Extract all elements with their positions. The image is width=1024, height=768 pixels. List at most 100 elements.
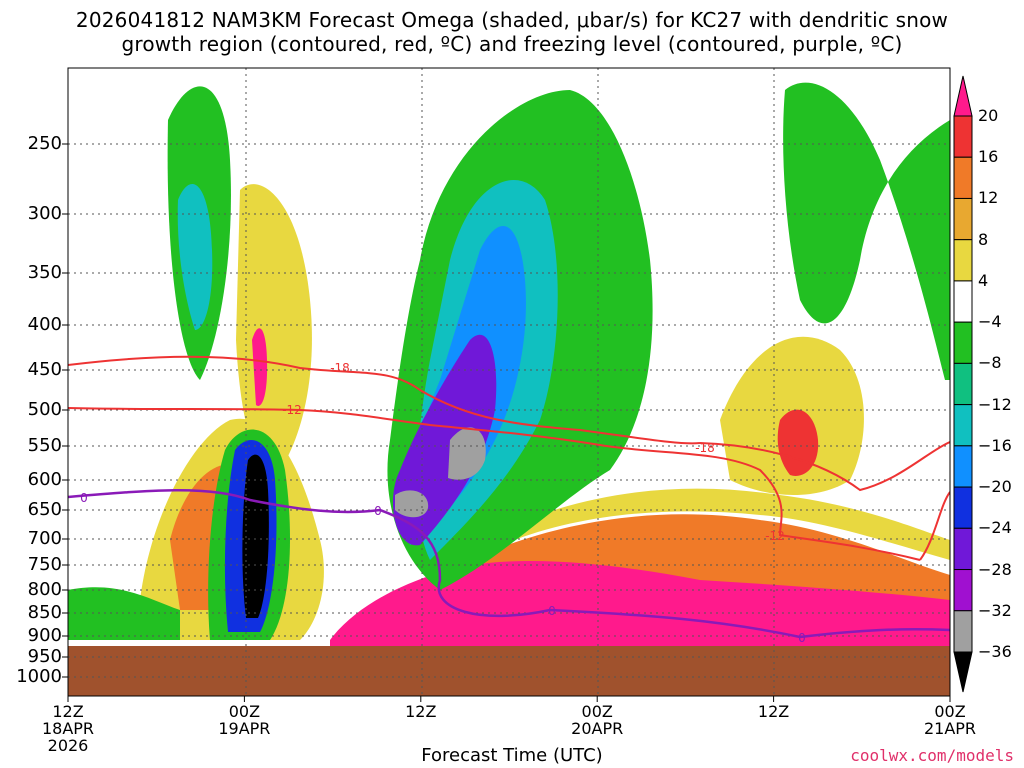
x-tick-label-line: 12Z — [405, 702, 437, 721]
colorbar-swatch — [953, 445, 973, 488]
x-tick-marks — [67, 696, 951, 702]
grid-lines — [68, 68, 950, 696]
freezing-label: 0 — [798, 631, 806, 645]
freezing-label: 0 — [374, 504, 382, 518]
x-tick-label: 12Z — [734, 703, 814, 737]
dgz-label: -18 — [330, 361, 350, 375]
x-tick-label: 00Z 19APR — [204, 703, 284, 737]
dgz-contours — [68, 355, 950, 561]
colorbar-label: −20 — [978, 477, 1012, 497]
colorbar-label: 12 — [978, 188, 999, 208]
freezing-label: 0 — [548, 604, 556, 618]
colorbar-swatch — [953, 197, 973, 241]
omega-region-teal-left — [177, 184, 213, 330]
omega-region-orange — [470, 514, 950, 600]
x-tick-label: 12Z — [381, 703, 461, 737]
colorbar-label: 20 — [978, 106, 999, 125]
colorbar-label: 8 — [978, 229, 989, 249]
colorbar-label: −8 — [978, 353, 1002, 373]
colorbar — [953, 75, 973, 693]
omega-region-green-low — [68, 587, 180, 640]
freezing-label: 0 — [80, 491, 88, 505]
x-tick-label-line: 12Z — [52, 702, 84, 721]
x-tick-label-line: 00Z — [581, 702, 613, 721]
colorbar-label: −36 — [978, 642, 1012, 661]
omega-region-red-streak — [252, 328, 268, 406]
colorbar-label: 4 — [978, 270, 989, 290]
y-tick-label: 850 — [27, 602, 62, 623]
y-tick-label: 500 — [27, 399, 62, 420]
dgz-label: -12 — [765, 529, 785, 543]
x-tick-label: 12Z 18APR 2026 — [28, 703, 108, 754]
dgz-label: -18 — [695, 441, 715, 455]
x-tick-label-line: 21APR — [923, 719, 977, 738]
x-tick-label-line: 18APR — [41, 719, 95, 738]
x-tick-label-line: 00Z — [228, 702, 261, 721]
y-tick-label: 800 — [27, 579, 62, 600]
colorbar-label: −16 — [978, 435, 1012, 455]
terrain-fill — [68, 646, 950, 696]
colorbar-swatch — [953, 569, 973, 612]
x-tick-label-line — [381, 720, 461, 737]
y-tick-label: 650 — [27, 499, 62, 520]
x-tick-label-line — [734, 720, 814, 737]
colorbar-top-arrow — [953, 75, 973, 117]
dgz-minus18-right — [699, 441, 950, 492]
y-tick-label: 450 — [27, 359, 62, 380]
y-tick-label: 750 — [27, 554, 62, 575]
omega-region-green-right — [783, 82, 950, 380]
colorbar-label: −32 — [978, 600, 1012, 620]
colorbar-swatch — [953, 362, 973, 406]
colorbar-swatch — [953, 239, 973, 282]
colorbar-swatch — [953, 156, 973, 199]
dgz-minus18-line — [68, 355, 701, 445]
colorbar-swatch — [953, 404, 973, 447]
chart-title-line1: 2026041812 NAM3KM Forecast Omega (shaded… — [75, 8, 949, 32]
dgz-minus12-line — [68, 407, 921, 561]
omega-region-gray-main2 — [395, 490, 429, 518]
colorbar-swatch — [953, 527, 973, 571]
credit-text: coolwx.com/models — [850, 746, 1014, 765]
x-tick-label-line: 20APR — [571, 719, 624, 738]
y-tick-marks — [62, 143, 68, 678]
x-tick-label: 00Z 21APR — [910, 703, 990, 737]
x-tick-label-line: 19APR — [218, 719, 271, 738]
colorbar-swatch — [953, 610, 973, 653]
colorbar-label: −4 — [978, 312, 1002, 332]
y-tick-label: 300 — [27, 203, 62, 224]
y-tick-label: 350 — [27, 262, 62, 283]
omega-region-yellow-upper — [236, 184, 312, 472]
colorbar-label: −12 — [978, 394, 1012, 414]
colorbar-bottom-arrow — [953, 651, 973, 693]
colorbar-label: −24 — [978, 518, 1012, 538]
x-tick-label-line: 00Z — [934, 702, 966, 721]
colorbar-label: 16 — [978, 147, 999, 167]
freezing-level-line — [68, 489, 950, 639]
y-tick-label: 1000 — [16, 666, 62, 687]
y-tick-label: 550 — [27, 435, 62, 456]
y-tick-label: 600 — [27, 469, 62, 490]
y-tick-label: 400 — [27, 314, 62, 335]
x-tick-label-line: 12Z — [757, 702, 790, 721]
colorbar-swatch — [953, 280, 973, 323]
colorbar-swatch — [953, 321, 973, 364]
y-tick-label: 900 — [27, 625, 62, 646]
freezing-contours — [68, 489, 950, 639]
omega-region-red-right — [777, 409, 819, 476]
chart-title-line2: growth region (contoured, red, ºC) and f… — [121, 32, 903, 56]
colorbar-label: −28 — [978, 559, 1012, 579]
dgz-label: -12 — [282, 403, 302, 417]
omega-region-gray-main — [448, 427, 486, 480]
colorbar-swatch — [953, 115, 973, 158]
x-tick-label: 00Z 20APR — [557, 703, 637, 737]
omega-region-pink — [330, 555, 950, 646]
omega-shading — [68, 68, 950, 696]
y-tick-label: 700 — [27, 528, 62, 549]
colorbar-swatch — [953, 486, 973, 529]
contour-labels: -18 -12 -18 -12 0 0 0 0 — [80, 361, 806, 645]
y-tick-label: 950 — [27, 646, 62, 667]
y-tick-label: 250 — [27, 133, 62, 154]
x-tick-label-line: 2026 — [47, 736, 89, 755]
plot-frame — [67, 67, 951, 697]
